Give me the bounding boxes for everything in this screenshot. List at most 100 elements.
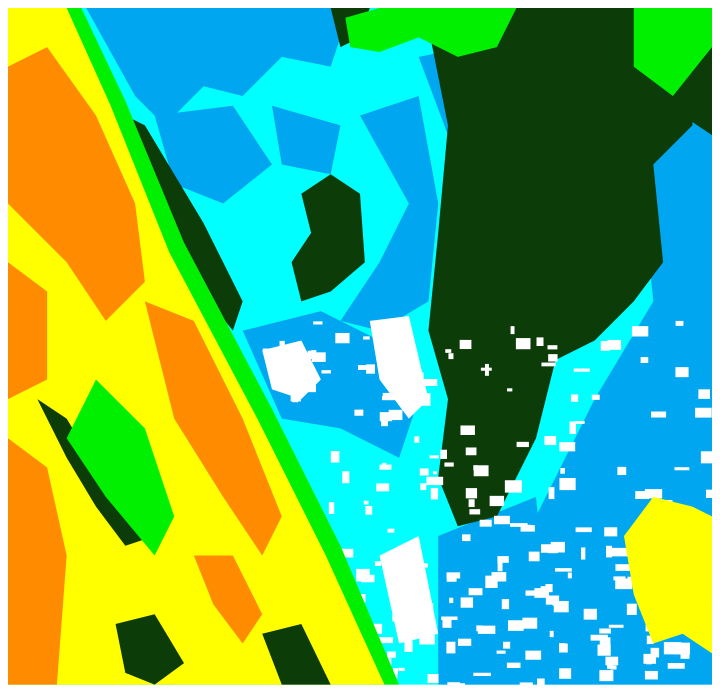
white-cloud-speck xyxy=(600,341,610,351)
white-cloud-speck xyxy=(497,556,509,563)
white-cloud-speck xyxy=(473,465,489,477)
white-cloud-speck xyxy=(311,352,326,362)
white-cloud-speck xyxy=(419,468,429,476)
white-cloud-speck xyxy=(548,487,555,500)
white-cloud-speck xyxy=(570,394,579,402)
white-cloud-speck xyxy=(663,642,682,655)
white-cloud-speck xyxy=(604,527,618,537)
white-cloud-speck xyxy=(567,572,572,579)
white-cloud-speck xyxy=(366,364,375,374)
dark-green-region xyxy=(291,174,365,302)
white-cloud-speck xyxy=(489,495,505,507)
white-cloud-speck xyxy=(510,523,528,527)
white-cloud-speck xyxy=(479,519,492,527)
satellite-false-color-image xyxy=(8,8,717,693)
white-cloud-speck xyxy=(559,668,572,679)
white-cloud-speck xyxy=(423,378,438,386)
white-cloud-speck xyxy=(374,561,382,566)
orange-region xyxy=(144,301,282,556)
white-cloud-speck xyxy=(445,349,452,353)
white-cloud-speck xyxy=(441,616,458,620)
white-cloud-speck xyxy=(494,515,510,525)
white-cloud-speck xyxy=(541,362,556,367)
white-cloud-speck xyxy=(365,505,373,515)
white-cloud-speck xyxy=(447,682,461,690)
white-cloud-speck xyxy=(675,320,684,326)
white-cloud-speck xyxy=(559,477,576,491)
white-cloud-speck xyxy=(559,442,576,452)
white-cloud-speck xyxy=(547,550,558,554)
white-cloud-speck xyxy=(700,451,715,464)
white-cloud-speck xyxy=(321,370,331,374)
white-cloud-speck xyxy=(597,644,611,656)
white-cloud-speck xyxy=(328,502,335,515)
white-cloud-speck xyxy=(382,462,387,468)
blue-region xyxy=(340,95,439,331)
land-dark-region xyxy=(262,623,331,685)
white-cloud-speck xyxy=(468,499,475,508)
white-cloud-speck xyxy=(640,357,649,363)
white-cloud-speck xyxy=(554,568,572,572)
white-cloud-speck xyxy=(503,641,511,649)
white-cloud-speck xyxy=(462,534,471,542)
white-cloud-speck xyxy=(559,643,566,651)
white-cloud-speck xyxy=(617,466,627,476)
white-cloud-speck xyxy=(448,353,454,360)
white-cloud-speck xyxy=(506,662,521,669)
white-cloud-speck xyxy=(631,326,649,337)
white-cloud-speck xyxy=(378,637,394,644)
white-cloud-speck xyxy=(698,389,711,399)
white-cloud-speck xyxy=(607,662,613,669)
white-cloud-speck xyxy=(519,682,533,693)
white-cloud-speck xyxy=(553,600,569,613)
white-cloud-speck xyxy=(608,624,624,628)
orange-region xyxy=(8,47,145,321)
white-cloud-speck xyxy=(497,560,503,572)
white-cloud-speck xyxy=(544,435,557,446)
white-cloud-speck xyxy=(525,650,542,660)
green-top-patch xyxy=(345,8,517,57)
white-cloud-speck xyxy=(650,647,660,658)
white-cloud-speck xyxy=(342,471,350,484)
white-cloud-speck xyxy=(560,468,565,474)
white-cloud-speck xyxy=(507,620,524,631)
orange-region xyxy=(8,262,48,400)
white-cloud-speck xyxy=(335,332,350,344)
white-cloud-speck xyxy=(705,489,717,498)
white-cloud-speck xyxy=(460,597,474,608)
white-cloud-speck xyxy=(420,483,427,491)
white-cloud-speck xyxy=(599,670,614,682)
blue-region xyxy=(154,105,272,204)
white-cloud-speck xyxy=(644,489,663,499)
white-cloud-speck xyxy=(605,545,613,558)
white-cloud-region xyxy=(262,340,321,400)
white-cloud-speck xyxy=(426,476,444,486)
white-cloud-speck xyxy=(615,564,631,571)
white-cloud-speck xyxy=(504,480,522,493)
white-cloud-speck xyxy=(398,667,405,672)
white-cloud-speck xyxy=(496,650,506,654)
white-cloud-speck xyxy=(393,668,399,674)
white-cloud-speck xyxy=(442,617,452,628)
white-cloud-speck xyxy=(591,394,600,400)
white-cloud-speck xyxy=(651,411,667,418)
white-cloud-speck xyxy=(536,337,544,347)
white-cloud-speck xyxy=(510,326,515,335)
white-cloud-speck xyxy=(414,436,420,443)
yellow-bottom-right-patch xyxy=(623,496,712,654)
orange-regions xyxy=(8,47,282,685)
white-cloud-speck xyxy=(501,599,510,610)
white-cloud-speck xyxy=(354,409,364,416)
white-cloud-speck xyxy=(516,441,529,448)
white-cloud-speck xyxy=(667,663,685,669)
white-cloud-speck xyxy=(573,368,590,372)
white-cloud-speck xyxy=(313,321,323,325)
white-cloud-speck xyxy=(388,409,403,421)
white-cloud-speck xyxy=(382,392,393,401)
white-cloud-speck xyxy=(459,339,472,350)
white-cloud-speck xyxy=(644,670,658,680)
white-cloud-speck xyxy=(569,421,576,434)
white-cloud-speck xyxy=(675,367,689,378)
white-cloud-speck xyxy=(363,336,370,340)
white-cloud-speck xyxy=(580,547,586,560)
